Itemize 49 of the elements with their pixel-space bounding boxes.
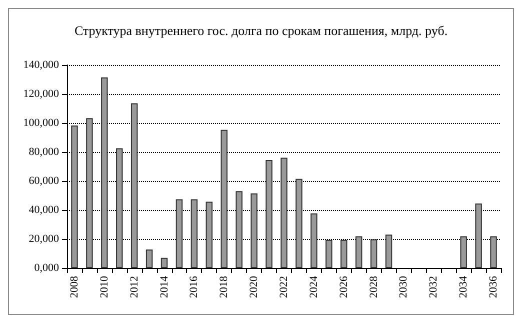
bar (236, 191, 242, 268)
x-tick-label: 2032 (428, 276, 440, 298)
y-tick-label: 20,000 (28, 233, 60, 245)
bar (206, 202, 213, 268)
bar (116, 148, 123, 268)
chart-title: Структура внутреннего гос. долга по срокам погашения, млрд. руб. (74, 23, 448, 38)
bar (266, 160, 272, 268)
bar (190, 199, 198, 268)
bar (101, 77, 108, 268)
y-tick-label: 140,000 (23, 59, 60, 71)
bar (340, 240, 348, 268)
x-tick-label: 2014 (158, 276, 170, 298)
x-tick-label: 2010 (98, 276, 110, 298)
x-tick-label: 2022 (278, 276, 290, 298)
bar (370, 239, 378, 268)
bar (250, 193, 258, 268)
x-tick-label: 2020 (248, 276, 260, 298)
x-tick-label: 2026 (338, 276, 350, 298)
bar (355, 236, 362, 268)
x-tick-label: 2018 (218, 276, 230, 298)
bar (490, 236, 497, 268)
bar (86, 118, 93, 268)
x-tick-label: 2024 (308, 276, 320, 298)
x-tick-label: 2012 (128, 276, 140, 298)
bar (146, 249, 153, 268)
y-tick-label: 0,000 (34, 262, 60, 274)
y-tick-label: 100,000 (23, 117, 60, 129)
x-tick-label: 2036 (488, 276, 500, 298)
x-tick-label: 2028 (368, 276, 380, 298)
x-tick-label: 2016 (188, 276, 200, 298)
x-tick-label: 2030 (398, 276, 410, 298)
bar (296, 178, 302, 268)
bar (130, 103, 138, 268)
bar (220, 130, 228, 268)
bar (310, 213, 318, 268)
bar (176, 199, 183, 268)
y-tick-label: 80,000 (28, 146, 60, 158)
y-tick-label: 120,000 (23, 88, 60, 100)
bar (71, 125, 78, 268)
bar (475, 203, 482, 268)
bar (460, 236, 467, 268)
y-tick-label: 60,000 (28, 175, 60, 187)
bar (280, 158, 288, 268)
bar (160, 258, 168, 268)
x-tick-label: 2008 (68, 276, 80, 298)
bar (385, 234, 392, 268)
x-tick-label: 2034 (458, 276, 470, 298)
y-tick-label: 40,000 (28, 204, 60, 216)
bar (326, 240, 332, 268)
